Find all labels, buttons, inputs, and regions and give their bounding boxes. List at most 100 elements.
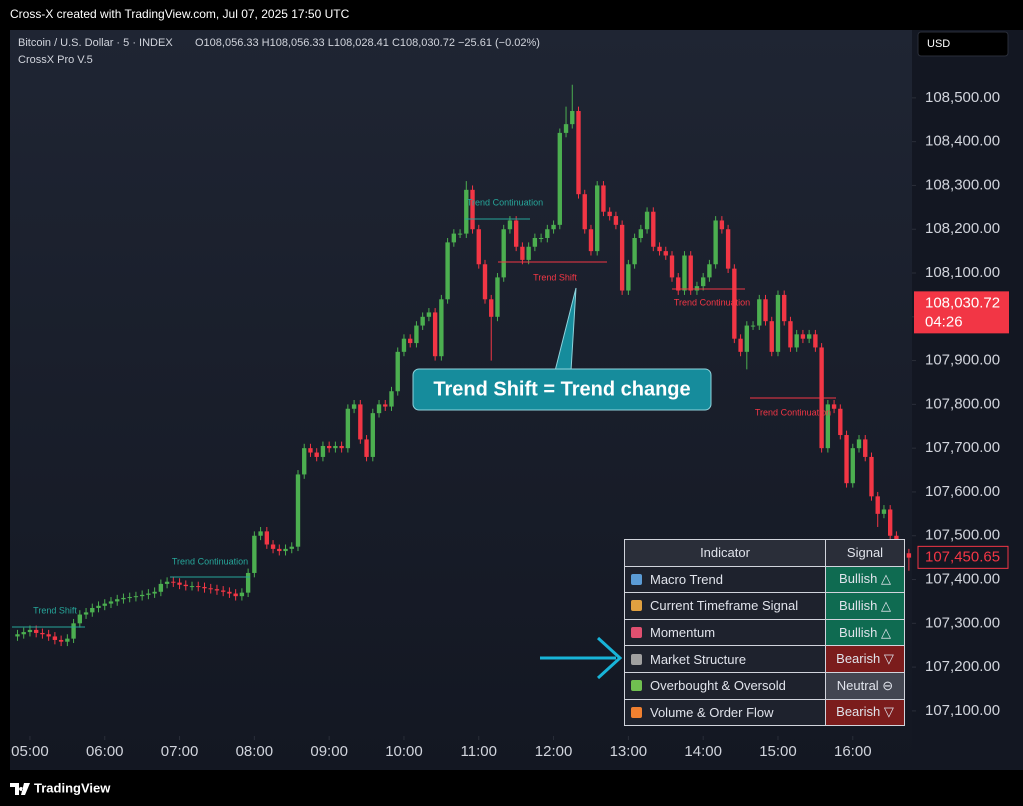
table-row: Momentum Bullish △ <box>624 618 905 647</box>
candle-body <box>196 586 201 588</box>
candle-body <box>221 590 226 592</box>
indicator-cell: Macro Trend <box>624 565 826 594</box>
y-tick-label: 108,500.00 <box>925 89 1000 106</box>
candle-body <box>52 636 58 640</box>
pointer-arrow-head <box>596 636 623 680</box>
footer-bar <box>0 770 1023 806</box>
table-row: Overbought & Oversold Neutral ⊖ <box>624 671 905 700</box>
candle-body <box>58 639 64 642</box>
x-tick-label: 10:00 <box>385 743 423 760</box>
y-tick-label: 107,600.00 <box>925 483 1000 500</box>
candle-body <box>158 583 164 592</box>
candle-body <box>164 581 170 584</box>
y-tick-label: 107,800.00 <box>925 395 1000 412</box>
brand: TradingView <box>34 780 111 795</box>
table-row: Market Structure Bearish ▽ <box>624 645 905 673</box>
y-tick-label: 107,500.00 <box>925 527 1000 544</box>
candle-body <box>277 548 282 552</box>
candle-body <box>744 325 749 352</box>
candle-body <box>794 334 799 348</box>
candle-body <box>389 391 394 407</box>
candle-body <box>563 124 569 133</box>
candle-body <box>663 251 668 256</box>
candle-body <box>638 229 644 238</box>
candle-body <box>513 220 519 247</box>
candle-body <box>856 439 862 449</box>
currency-box[interactable] <box>917 31 1009 57</box>
candle-body <box>632 237 637 265</box>
y-tick-label: 108,400.00 <box>925 133 1000 150</box>
price-tag-label: 107,450.65 <box>925 548 1000 565</box>
countdown: 04:26 <box>925 313 963 330</box>
candle-body <box>264 531 270 545</box>
candle-body <box>15 634 20 637</box>
candle-body <box>283 548 288 552</box>
candle-body <box>214 589 220 591</box>
candle-body <box>813 334 818 348</box>
candle-body <box>102 603 107 606</box>
candle-body <box>326 445 332 449</box>
y-tick-label: 107,200.00 <box>925 658 1000 675</box>
candle-body <box>115 599 120 602</box>
indicator-cell: Overbought & Oversold <box>624 671 826 700</box>
candles <box>15 84 912 647</box>
candle-body <box>825 404 831 449</box>
candle-body <box>482 264 488 300</box>
candle-body <box>21 632 26 635</box>
signal-cell: Bullish △ <box>825 592 905 620</box>
candle-body <box>408 338 413 344</box>
candle-body <box>888 509 893 536</box>
candle-body <box>669 255 675 278</box>
candle-body <box>750 325 756 327</box>
candle-body <box>395 351 400 392</box>
currency[interactable]: USD <box>927 38 950 50</box>
x-tick-label: 12:00 <box>535 743 573 760</box>
candle-body <box>345 408 351 449</box>
signal-cell: Neutral ⊖ <box>825 671 905 700</box>
indicator-name: Momentum <box>650 625 716 641</box>
price-tag-label: 108,030.72 <box>925 294 1000 311</box>
candle-body <box>782 294 787 322</box>
candle-body <box>644 211 650 230</box>
candle-body <box>376 404 382 414</box>
y-tick-label: 107,300.00 <box>925 614 1000 631</box>
candle-body <box>869 456 874 497</box>
x-tick-label: 06:00 <box>86 743 124 760</box>
candle-body <box>426 312 432 317</box>
annotation: Trend Continuation <box>172 556 248 566</box>
candle-body <box>177 582 182 585</box>
candle-body <box>252 535 257 573</box>
candle-body <box>33 629 39 633</box>
header-cell: Signal <box>825 539 905 567</box>
candle-body <box>46 634 51 637</box>
candle-body <box>607 211 612 217</box>
table-row: Current Timeframe Signal Bullish △ <box>624 592 905 620</box>
candle-body <box>775 294 781 352</box>
candle-body <box>121 597 126 600</box>
candle-body <box>719 220 725 230</box>
signal-cell: Bearish ▽ <box>825 698 905 727</box>
candle-body <box>146 593 151 595</box>
x-tick-label: 14:00 <box>684 743 722 760</box>
x-tick-label: 16:00 <box>834 743 872 760</box>
candle-body <box>906 553 912 558</box>
candle-body <box>127 597 132 599</box>
candle-body <box>551 224 556 230</box>
candle-body <box>302 448 307 475</box>
price-axis <box>912 30 1023 770</box>
candle-body <box>90 607 95 613</box>
candle-body <box>470 189 475 230</box>
y-tick-label: 107,900.00 <box>925 352 1000 369</box>
y-tick-label: 108,200.00 <box>925 220 1000 237</box>
x-tick-label: 05:00 <box>11 743 49 760</box>
candle-body <box>588 229 594 252</box>
candle-body <box>838 408 843 436</box>
header-cell: Indicator <box>624 539 826 567</box>
x-axis: 05:00 06:00 07:00 08:00 09:00 10:00 11:00 12:00… <box>11 736 872 760</box>
candle-body <box>526 246 531 260</box>
indicator-cell: Momentum <box>624 618 826 647</box>
candle-body <box>619 224 625 291</box>
annotation: Trend Shift <box>33 605 77 615</box>
candle-body <box>863 439 868 457</box>
